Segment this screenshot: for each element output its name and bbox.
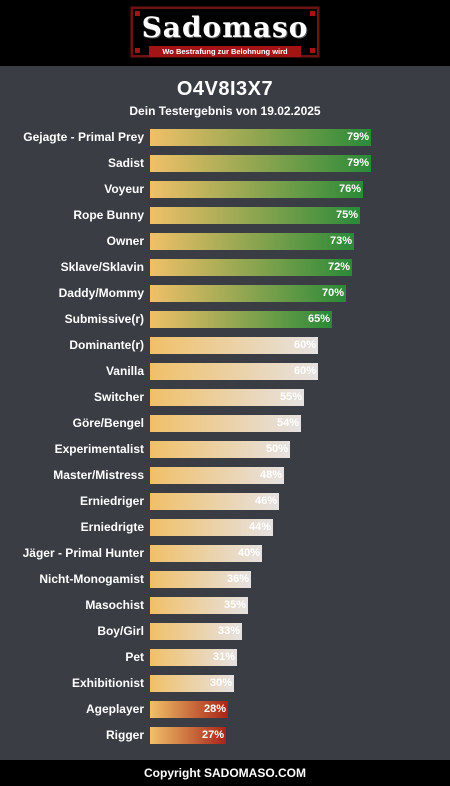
bar-value-label: 46%	[254, 495, 277, 507]
category-label: Sklave/Sklavin	[60, 260, 144, 274]
result-bar	[150, 675, 234, 692]
bar-value-label: 30%	[209, 677, 232, 689]
bar-value-label: 76%	[338, 183, 361, 195]
bar-value-label: 27%	[201, 729, 224, 741]
result-bar	[150, 623, 242, 640]
bar-value-label: 48%	[259, 469, 282, 481]
category-label: Erniedriger	[79, 494, 144, 508]
category-label: Rope Bunny	[73, 208, 144, 222]
result-bar	[150, 519, 273, 536]
bar-value-label: 79%	[346, 131, 369, 143]
bar-value-label: 72%	[327, 261, 350, 273]
category-label: Erniedrigte	[80, 520, 144, 534]
category-label: Daddy/Mommy	[58, 286, 144, 300]
category-label: Experimentalist	[54, 442, 144, 456]
footer: Copyright SADOMASO.COM	[0, 760, 450, 786]
category-label: Jäger - Primal Hunter	[22, 546, 144, 560]
result-bar	[150, 181, 363, 198]
logo-corner-ornament	[135, 48, 140, 53]
result-bar	[150, 571, 251, 588]
bar-value-label: 60%	[293, 339, 316, 351]
bar-value-label: 65%	[307, 313, 330, 325]
bar-value-label: 50%	[265, 443, 288, 455]
category-label: Gejagte - Primal Prey	[23, 130, 144, 144]
result-bar	[150, 441, 290, 458]
bar-value-label: 33%	[217, 625, 240, 637]
result-bar	[150, 649, 237, 666]
category-label: Submissive(r)	[64, 312, 144, 326]
logo-tagline: Wo Bestrafung zur Belohnung wird	[149, 46, 301, 57]
logo-wordmark: Sadomaso	[141, 11, 309, 44]
bar-value-label: 73%	[329, 235, 352, 247]
category-label: Master/Mistress	[53, 468, 144, 482]
result-bar	[150, 415, 301, 432]
logo-corner-ornament	[310, 48, 315, 53]
category-label: Nicht-Monogamist	[39, 572, 144, 586]
result-bar	[150, 493, 279, 510]
bar-value-label: 60%	[293, 365, 316, 377]
category-label: Switcher	[93, 390, 144, 404]
result-bar	[150, 363, 318, 380]
header: Sadomaso Wo Bestrafung zur Belohnung wir…	[0, 0, 450, 66]
result-bar	[150, 701, 228, 718]
category-label: Ageplayer	[85, 702, 144, 716]
result-bar	[150, 207, 360, 224]
result-bar	[150, 155, 371, 172]
category-label: Masochist	[85, 598, 144, 612]
result-bar	[150, 597, 248, 614]
category-label: Pet	[125, 650, 144, 664]
result-bar	[150, 727, 226, 744]
result-subtitle: Dein Testergebnis von 19.02.2025	[129, 104, 321, 118]
category-label: Exhibitionist	[72, 676, 144, 690]
footer-copyright: Copyright SADOMASO.COM	[144, 766, 306, 780]
result-bar	[150, 259, 352, 276]
logo-corner-ornament	[310, 11, 315, 16]
category-label: Sadist	[107, 156, 144, 170]
bar-value-label: 35%	[223, 599, 246, 611]
result-bar	[150, 337, 318, 354]
result-bar	[150, 467, 284, 484]
bar-value-label: 79%	[346, 157, 369, 169]
result-code: O4V8I3X7	[176, 78, 274, 100]
category-label: Boy/Girl	[97, 624, 144, 638]
bar-value-label: 40%	[237, 547, 260, 559]
bar-value-label: 28%	[203, 703, 226, 715]
result-bar	[150, 311, 332, 328]
category-label: Owner	[106, 234, 144, 248]
bar-value-label: 54%	[276, 417, 299, 429]
bar-value-label: 75%	[335, 209, 358, 221]
result-bar	[150, 285, 346, 302]
bar-value-label: 36%	[226, 573, 249, 585]
category-label: Rigger	[105, 728, 144, 742]
result-bar	[150, 389, 304, 406]
result-bar	[150, 233, 354, 250]
bar-value-label: 31%	[212, 651, 235, 663]
site-logo[interactable]: Sadomaso Wo Bestrafung zur Belohnung wir…	[130, 6, 320, 58]
bar-value-label: 70%	[321, 287, 344, 299]
result-bar	[150, 545, 262, 562]
bar-value-label: 55%	[279, 391, 302, 403]
bar-value-label: 44%	[248, 521, 271, 533]
category-label: Göre/Bengel	[72, 416, 144, 430]
logo-corner-ornament	[135, 11, 140, 16]
category-label: Vanilla	[105, 364, 144, 378]
category-label: Voyeur	[104, 182, 144, 196]
result-bar	[150, 129, 371, 146]
category-label: Dominante(r)	[69, 338, 144, 352]
